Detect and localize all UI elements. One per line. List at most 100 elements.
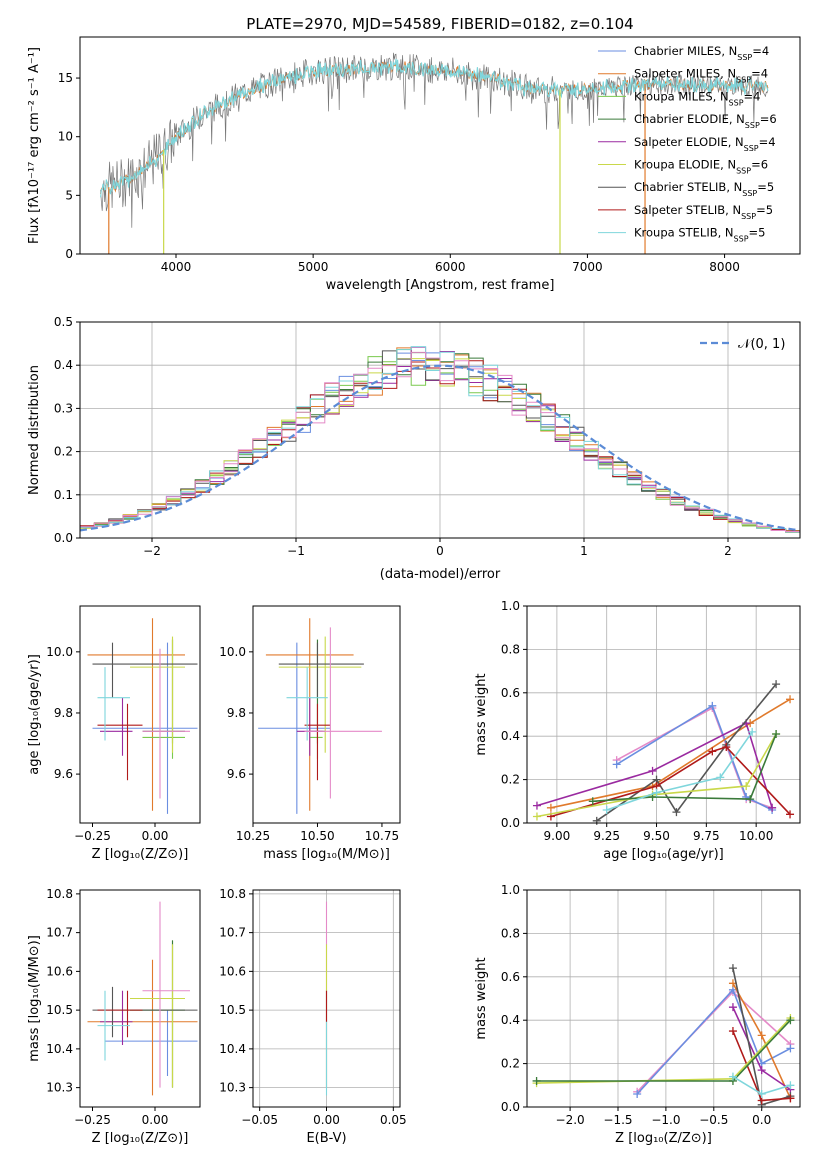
- data-point-marker: [633, 1089, 642, 1098]
- axes-frame: [79, 36, 801, 255]
- x-axis-label: Z [log₁₀(Z/Z⊙)]: [92, 1131, 189, 1146]
- legend-subscript: SSP: [736, 166, 751, 175]
- y-tick-label: 10.3: [219, 1081, 246, 1095]
- data-point-marker: [728, 1003, 737, 1012]
- data-point-marker: [786, 810, 795, 819]
- legend-value: =4: [759, 135, 776, 149]
- y-axis-label: mass weight: [474, 673, 489, 755]
- data-point-marker: [612, 760, 621, 769]
- legend-value: =6: [751, 158, 768, 172]
- y-tick-label: 10.3: [46, 1081, 73, 1095]
- x-tick-label: 8000: [709, 260, 740, 274]
- y-tick-label: 10.4: [46, 1042, 73, 1056]
- data-point-marker: [722, 743, 731, 752]
- mass-weight-series: [592, 733, 777, 803]
- x-tick-label: 2: [724, 544, 732, 558]
- x-tick-label: −2: [143, 544, 161, 558]
- y-tick-label: 0.5: [54, 315, 73, 329]
- axes-frame: [252, 889, 401, 1108]
- x-tick-label: 1: [580, 544, 588, 558]
- data-point-marker: [768, 803, 777, 812]
- legend-value: =5: [757, 180, 774, 194]
- mass-vs-metallicity-panel: −0.25 0.00 10.3 10.4 10.5 10.6 10.7 10.8 Z [log₁…: [27, 887, 201, 1146]
- x-tick-label: 0: [436, 544, 444, 558]
- x-tick-label: −0.5: [699, 1113, 728, 1127]
- legend-entry: Kroupa ELODIE, NSSP=6: [634, 158, 768, 176]
- x-axis-label: E(B-V): [306, 1131, 346, 1146]
- x-tick-label: 10.00: [739, 829, 773, 843]
- data-point-marker: [757, 1031, 766, 1040]
- legend-value: =4: [752, 44, 769, 58]
- data-point-marker: [786, 1016, 795, 1025]
- y-tick-label: 9.6: [54, 767, 73, 781]
- data-point-marker: [648, 766, 657, 775]
- legend-value: =6: [760, 112, 777, 126]
- y-axis-label: mass weight: [474, 957, 489, 1039]
- legend-value: =4: [751, 67, 768, 81]
- data-point-marker: [746, 795, 755, 804]
- histogram-series: [80, 351, 800, 532]
- x-axis-label: wavelength [Angstrom, rest frame]: [326, 278, 555, 293]
- x-axis-label: mass [log₁₀(M/M⊙)]: [263, 847, 390, 862]
- y-tick-label: 10.8: [219, 887, 246, 901]
- x-tick-label: 9.00: [544, 829, 571, 843]
- axes-frame: [526, 889, 801, 1108]
- y-tick-label: 0.4: [54, 358, 73, 372]
- y-tick-label: 10.8: [46, 887, 73, 901]
- mass-weight-series: [550, 746, 791, 818]
- spectrum-panel: 4000 5000 6000 7000 8000 0 5 10 15 wavelength [An…: [27, 36, 801, 293]
- y-tick-label: 0.0: [54, 531, 73, 545]
- y-tick-label: 10.4: [219, 1042, 246, 1056]
- data-point-marker: [716, 773, 725, 782]
- x-tick-label: −1.0: [651, 1113, 680, 1127]
- y-tick-label: 1.0: [501, 599, 520, 613]
- x-axis-label: Z [log₁₀(Z/Z⊙)]: [615, 1131, 712, 1146]
- x-axis-label: Z [log₁₀(Z/Z⊙)]: [92, 847, 189, 862]
- y-tick-label: 9.8: [227, 706, 246, 720]
- y-tick-label: 0.6: [501, 686, 520, 700]
- data-point-marker: [652, 788, 661, 797]
- y-tick-label: 10: [58, 130, 73, 144]
- x-tick-label: 10.75: [365, 829, 399, 843]
- y-tick-label: 0.4: [501, 1013, 520, 1027]
- y-tick-label: 0.4: [501, 729, 520, 743]
- legend-entry: 𝒩(0, 1): [738, 337, 785, 352]
- legend-entry: Chabrier ELODIE, NSSP=6: [634, 112, 777, 130]
- x-tick-label: −2.0: [556, 1113, 585, 1127]
- axes-frame: [79, 889, 201, 1108]
- y-tick-label: 15: [58, 71, 73, 85]
- x-tick-label: −1: [287, 544, 305, 558]
- y-tick-label: 0.2: [501, 1057, 520, 1071]
- data-point-marker: [786, 1044, 795, 1053]
- x-tick-label: 0.00: [142, 1113, 169, 1127]
- data-point-marker: [532, 801, 541, 810]
- data-point-marker: [708, 701, 717, 710]
- y-tick-label: 5: [65, 188, 73, 202]
- y-tick-label: 9.6: [227, 767, 246, 781]
- data-point-marker: [786, 1094, 795, 1103]
- axes-frame: [79, 605, 201, 824]
- data-point-marker: [757, 1066, 766, 1075]
- data-point-marker: [532, 812, 541, 821]
- mass-weight-vs-metallicity-panel: −2.0 −1.5 −1.0 −0.5 0.0 0.0 0.2 0.4 0.6 0.8 1.0 Z […: [474, 883, 801, 1146]
- figure-title: PLATE=2970, MJD=54589, FIBERID=0182, z=0…: [246, 15, 633, 33]
- legend-entry: Kroupa STELIB, NSSP=5: [634, 226, 765, 244]
- y-tick-label: 10.7: [46, 926, 73, 940]
- x-tick-label: 9.25: [593, 829, 620, 843]
- legend-entry: Chabrier STELIB, NSSP=5: [634, 180, 774, 198]
- x-tick-label: 5000: [298, 260, 329, 274]
- y-tick-label: 10.0: [46, 645, 73, 659]
- normal-curve: [79, 364, 801, 532]
- data-point-marker: [588, 797, 597, 806]
- y-tick-label: 10.0: [219, 645, 246, 659]
- x-tick-label: 10.25: [236, 829, 270, 843]
- x-tick-label: 0.00: [313, 1113, 340, 1127]
- legend-subscript: SSP: [736, 75, 751, 84]
- legend-subscript: SSP: [729, 98, 744, 107]
- mass-weight-series: [536, 733, 777, 818]
- y-tick-label: 0.1: [54, 488, 73, 502]
- data-point-marker: [728, 964, 737, 973]
- series-kroupa-stelib: [100, 58, 769, 198]
- y-tick-label: 0.6: [501, 970, 520, 984]
